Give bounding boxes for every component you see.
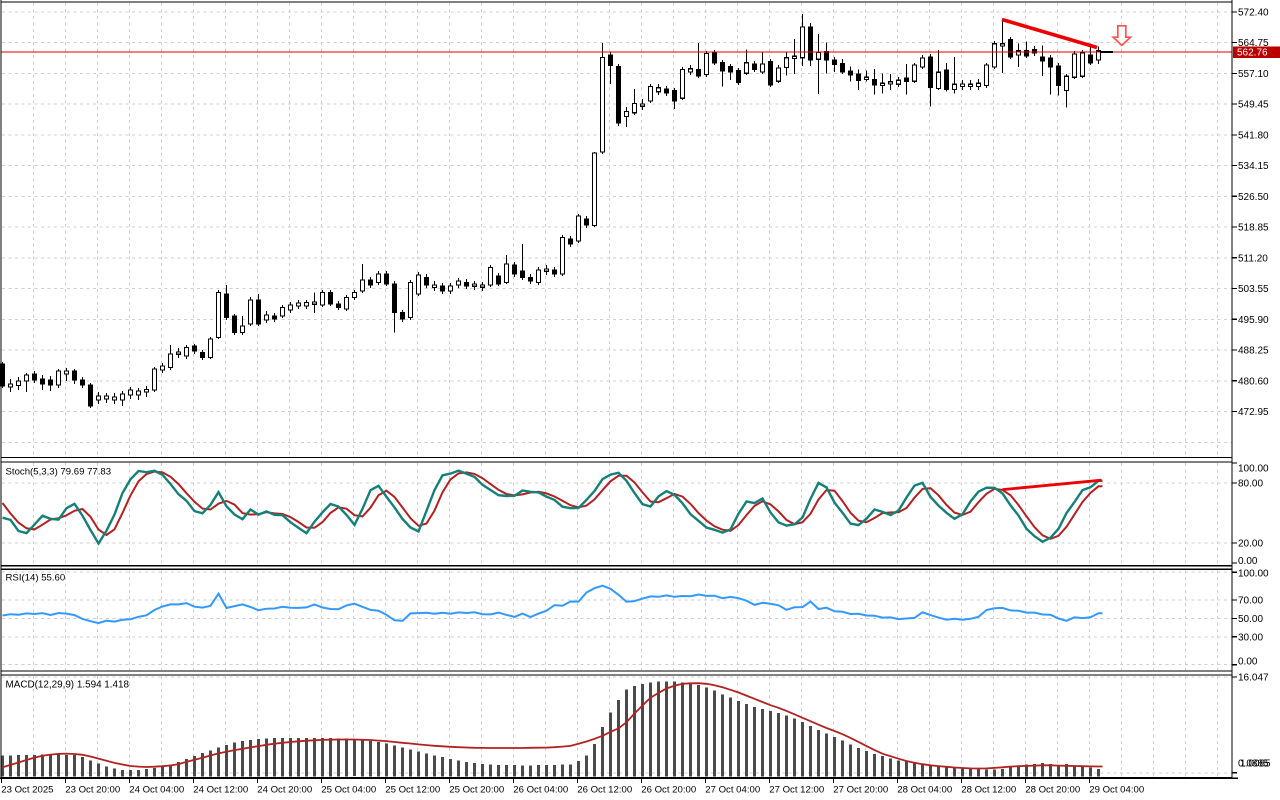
svg-text:23 Oct 20:00: 23 Oct 20:00 <box>65 785 120 796</box>
svg-text:26 Oct 04:00: 26 Oct 04:00 <box>513 785 568 796</box>
svg-text:0.00: 0.00 <box>1238 657 1258 668</box>
svg-text:70.00: 70.00 <box>1238 595 1263 606</box>
svg-text:27 Oct 04:00: 27 Oct 04:00 <box>705 785 760 796</box>
svg-text:28 Oct 12:00: 28 Oct 12:00 <box>961 785 1016 796</box>
svg-text:518.85: 518.85 <box>1238 223 1269 234</box>
svg-text:26 Oct 20:00: 26 Oct 20:00 <box>641 785 696 796</box>
svg-text:26 Oct 12:00: 26 Oct 12:00 <box>577 785 632 796</box>
svg-text:472.95: 472.95 <box>1238 407 1269 418</box>
svg-text:562.76: 562.76 <box>1237 48 1268 59</box>
svg-text:572.40: 572.40 <box>1238 7 1269 18</box>
svg-text:27 Oct 20:00: 27 Oct 20:00 <box>833 785 888 796</box>
svg-text:503.55: 503.55 <box>1238 284 1269 295</box>
svg-text:Stoch(5,3,3) 79.69 77.83: Stoch(5,3,3) 79.69 77.83 <box>6 467 112 478</box>
svg-text:28 Oct 04:00: 28 Oct 04:00 <box>897 785 952 796</box>
svg-text:RSI(14) 55.60: RSI(14) 55.60 <box>6 572 66 583</box>
svg-text:549.45: 549.45 <box>1238 100 1269 111</box>
svg-text:20.00: 20.00 <box>1238 539 1263 550</box>
svg-text:24 Oct 20:00: 24 Oct 20:00 <box>257 785 312 796</box>
svg-text:511.20: 511.20 <box>1238 253 1268 264</box>
svg-text:29 Oct 04:00: 29 Oct 04:00 <box>1089 785 1144 796</box>
svg-text:25 Oct 12:00: 25 Oct 12:00 <box>385 785 440 796</box>
svg-text:557.10: 557.10 <box>1238 69 1269 80</box>
svg-text:0.0885: 0.0885 <box>1238 759 1269 770</box>
svg-text:495.90: 495.90 <box>1238 315 1269 326</box>
svg-text:526.50: 526.50 <box>1238 192 1269 203</box>
svg-text:100.00: 100.00 <box>1238 569 1269 580</box>
svg-text:480.60: 480.60 <box>1238 376 1269 387</box>
svg-text:1.0085: 1.0085 <box>1240 759 1271 770</box>
svg-text:24 Oct 12:00: 24 Oct 12:00 <box>193 785 248 796</box>
svg-text:488.25: 488.25 <box>1238 346 1269 357</box>
svg-text:0.00: 0.00 <box>1238 556 1258 567</box>
svg-text:80.00: 80.00 <box>1238 479 1263 490</box>
svg-text:30.00: 30.00 <box>1238 632 1263 643</box>
svg-text:MACD(12,29,9) 1.594 1.418: MACD(12,29,9) 1.594 1.418 <box>6 680 130 691</box>
svg-text:100.00: 100.00 <box>1238 464 1269 475</box>
svg-text:24 Oct 04:00: 24 Oct 04:00 <box>129 785 184 796</box>
svg-text:28 Oct 20:00: 28 Oct 20:00 <box>1025 785 1080 796</box>
svg-text:534.15: 534.15 <box>1238 161 1269 172</box>
svg-text:564.75: 564.75 <box>1238 38 1269 49</box>
svg-text:25 Oct 04:00: 25 Oct 04:00 <box>321 785 376 796</box>
svg-text:25 Oct 20:00: 25 Oct 20:00 <box>449 785 504 796</box>
svg-text:27 Oct 12:00: 27 Oct 12:00 <box>769 785 824 796</box>
svg-text:16.047: 16.047 <box>1238 673 1269 684</box>
svg-text:23 Oct 2025: 23 Oct 2025 <box>1 785 53 796</box>
svg-text:541.80: 541.80 <box>1238 130 1269 141</box>
svg-text:50.00: 50.00 <box>1238 614 1263 625</box>
